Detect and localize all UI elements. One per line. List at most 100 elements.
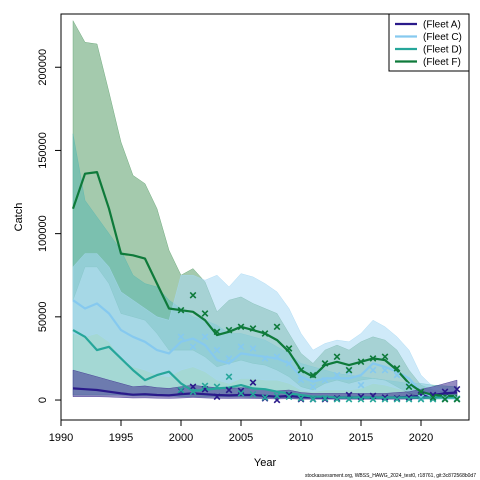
point-fleeta: [357, 393, 365, 401]
point-fleetf: [369, 355, 377, 362]
point-fleetf: [285, 345, 293, 352]
point-fleetc: [285, 360, 293, 367]
point-fleetc: [417, 394, 425, 401]
point-fleetc: [201, 333, 209, 341]
y-tick-label: 200000: [37, 49, 49, 86]
point-fleetf: [201, 310, 209, 317]
point-fleetd: [333, 395, 341, 403]
point-fleetd: [369, 395, 377, 403]
point-fleetf: [381, 353, 389, 361]
point-fleetc: [345, 368, 353, 376]
point-fleetd: [213, 383, 221, 391]
point-fleetf: [225, 326, 233, 334]
x-tick-label: 2000: [169, 432, 193, 444]
point-fleetf: [309, 371, 317, 379]
point-fleetd: [381, 395, 389, 403]
point-fleetc: [273, 353, 281, 361]
point-fleetd: [393, 395, 401, 403]
legend: (Fleet A)(Fleet C) (Fleet D)(Fleet F): [388, 13, 470, 72]
point-fleetd: [237, 390, 245, 397]
point-fleetd: [261, 394, 269, 401]
x-tick-label: 1990: [49, 432, 73, 444]
point-fleetd: [225, 373, 233, 381]
y-axis: 0 50000 100000 150000 200000: [37, 49, 62, 403]
point-fleeta: [453, 385, 461, 393]
point-fleetd: [417, 395, 425, 403]
point-fleetd: [357, 395, 365, 403]
point-fleetd: [285, 393, 293, 401]
point-fleetc: [249, 345, 257, 352]
legend-label-fleetf: (Fleet F): [423, 57, 461, 68]
point-fleetf: [393, 365, 401, 372]
point-fleeta: [213, 393, 221, 401]
line-fleetd: [72, 329, 457, 399]
point-fleetc: [357, 381, 365, 389]
x-tick-label: 2015: [349, 432, 373, 444]
point-fleetf: [237, 323, 245, 331]
point-fleetc: [261, 355, 269, 362]
point-fleetf: [177, 306, 185, 314]
x-tick-label: 2020: [409, 432, 433, 444]
point-fleetc: [309, 383, 317, 391]
point-fleetd: [177, 386, 185, 394]
point-fleetd: [309, 395, 317, 403]
point-fleetd: [405, 395, 413, 403]
y-tick-label: 0: [37, 397, 49, 403]
point-fleetf: [345, 366, 353, 374]
legend-label-fleeta: (Fleet A): [423, 20, 461, 31]
point-fleeta: [381, 394, 389, 401]
point-fleetc: [405, 381, 413, 389]
point-fleetf: [453, 395, 461, 403]
point-fleetc: [237, 343, 245, 351]
point-fleetf: [441, 395, 449, 403]
point-fleeta: [189, 383, 197, 391]
point-fleetf: [321, 360, 329, 367]
point-fleeta: [285, 391, 293, 399]
y-tick-label: 100000: [37, 215, 49, 252]
legend-label-fleetd: (Fleet D): [423, 45, 462, 56]
point-fleetd: [429, 395, 437, 403]
point-fleeta: [225, 386, 233, 394]
point-fleetf: [213, 328, 221, 336]
point-fleetd: [345, 395, 353, 403]
point-fleetf: [297, 366, 305, 374]
point-fleetc: [369, 366, 377, 374]
point-fleetf: [429, 394, 437, 401]
point-fleetd: [321, 395, 329, 402]
point-fleetf: [405, 383, 413, 391]
point-fleetc: [177, 333, 185, 341]
point-fleetf: [417, 388, 425, 396]
x-tick-label: 1995: [109, 432, 133, 444]
point-fleetd: [249, 390, 257, 398]
point-fleetc: [297, 376, 305, 384]
point-fleetf: [273, 323, 281, 331]
point-fleeta: [441, 388, 449, 396]
point-fleetc: [225, 355, 233, 362]
point-fleetf: [189, 291, 197, 299]
y-tick-label: 150000: [37, 132, 49, 169]
point-fleetc: [213, 346, 221, 354]
caption: stockassessment.org, WBSS_HAWG_2024_test…: [305, 473, 476, 479]
point-fleetc: [189, 343, 197, 351]
point-fleetd: [201, 382, 209, 390]
x-tick-label: 2005: [229, 432, 253, 444]
point-fleetc: [381, 366, 389, 374]
point-fleetf: [249, 325, 257, 332]
point-fleetc: [333, 371, 341, 379]
point-fleeta: [249, 379, 257, 386]
point-fleetd: [189, 388, 197, 396]
line-fleetc: [72, 299, 457, 399]
point-fleeta: [405, 394, 413, 401]
observed-points: [177, 291, 461, 404]
confidence-bands: [72, 19, 458, 400]
legend-label-fleetc: (Fleet C): [423, 32, 462, 43]
point-fleetf: [261, 330, 269, 337]
x-axis: 1990 1995 2000 2005 2010 2015 2020: [49, 419, 433, 444]
point-fleetc: [393, 371, 401, 379]
point-fleetf: [357, 358, 365, 366]
point-fleetf: [333, 353, 341, 361]
point-fleeta: [237, 387, 245, 395]
y-axis-label: Catch: [13, 203, 25, 232]
point-fleetd: [297, 395, 305, 402]
